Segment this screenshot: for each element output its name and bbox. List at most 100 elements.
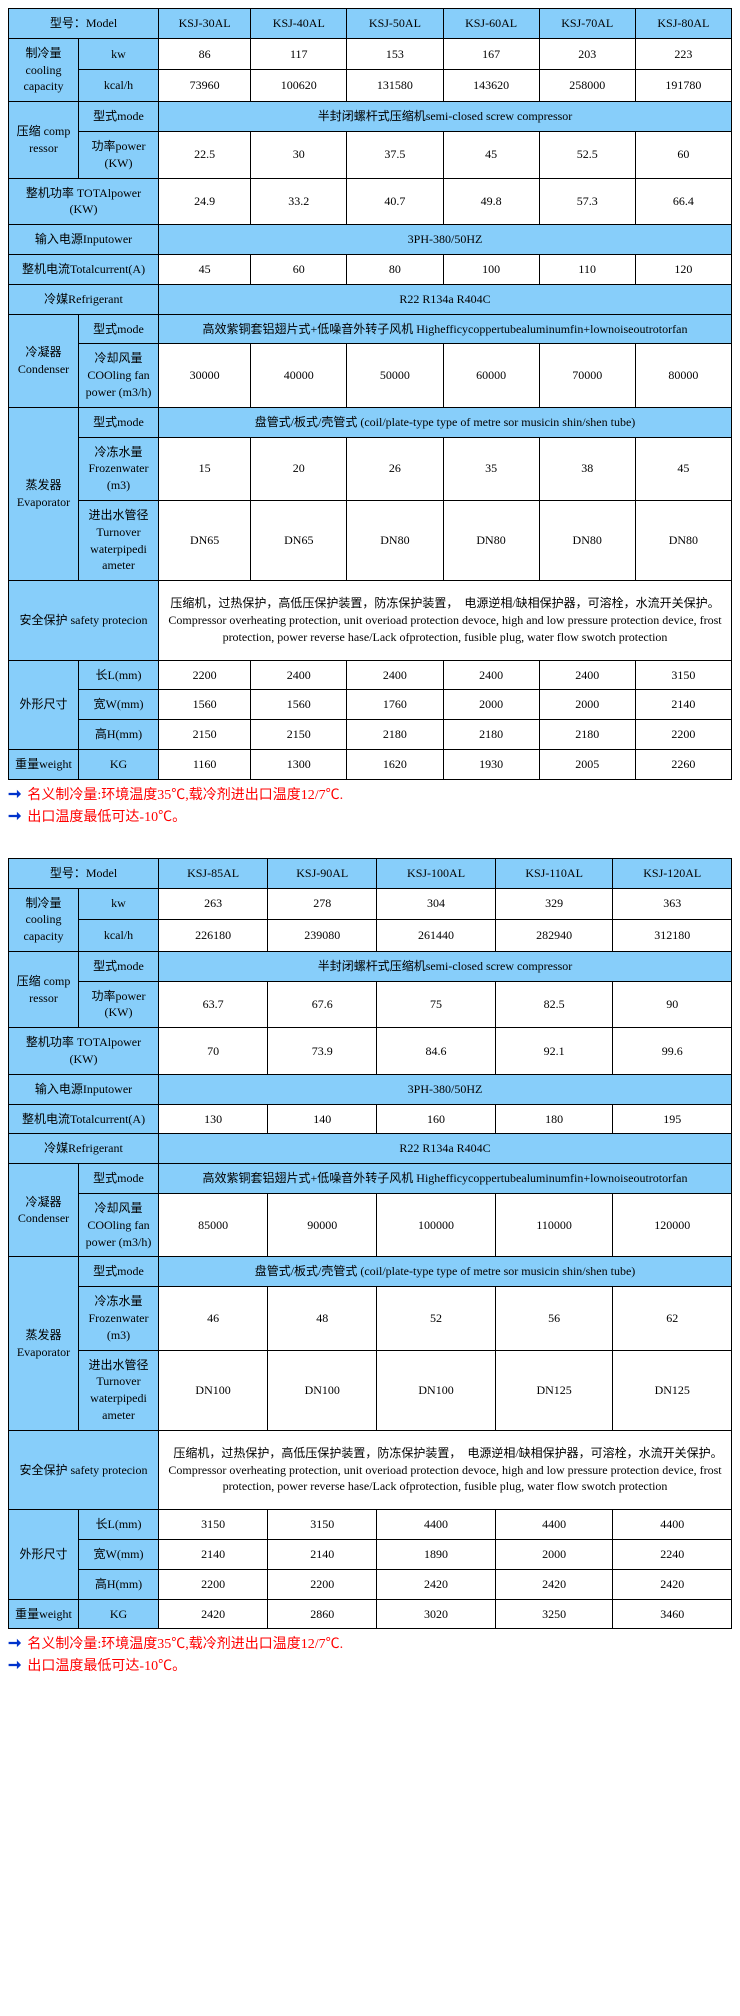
span-evap-mode: 盘管式/板式/壳管式 (coil/plate-type type of metr… xyxy=(159,1257,732,1287)
note-text: 名义制冷量:环境温度35℃,载冷剂进出口温度12/7℃. xyxy=(27,784,343,804)
cell: 258000 xyxy=(539,70,635,102)
span-compressor-mode: 半封闭螺杆式压缩机semi-closed screw compressor xyxy=(159,951,732,981)
label-kg: KG xyxy=(79,1599,159,1629)
cell: 33.2 xyxy=(251,178,347,225)
arrow-icon: ➞ xyxy=(8,1655,21,1675)
cell: 203 xyxy=(539,38,635,70)
cell: 86 xyxy=(159,38,251,70)
cell: 120 xyxy=(635,254,731,284)
cell: 48 xyxy=(268,1287,377,1350)
cell: 66.4 xyxy=(635,178,731,225)
note-1: ➞ 名义制冷量:环境温度35℃,载冷剂进出口温度12/7℃. xyxy=(8,1633,732,1653)
label-kcal: kcal/h xyxy=(79,920,159,952)
label-model: 型号：Model xyxy=(9,858,159,888)
cell: 60000 xyxy=(443,344,539,407)
cell: DN100 xyxy=(268,1350,377,1430)
span-condenser-mode: 高效紫铜套铝翅片式+低噪音外转子风机 Highefficycoppertubea… xyxy=(159,1164,732,1194)
cell: 2150 xyxy=(251,720,347,750)
label-kw: kw xyxy=(79,38,159,70)
cell: 2200 xyxy=(635,720,731,750)
cell: 1560 xyxy=(251,690,347,720)
cell: 2420 xyxy=(613,1569,732,1599)
cell: 2140 xyxy=(159,1540,268,1570)
cell: 37.5 xyxy=(347,131,443,178)
cell: 2400 xyxy=(251,660,347,690)
cell: 2000 xyxy=(539,690,635,720)
cell: 1160 xyxy=(159,749,251,779)
model-col: KSJ-70AL xyxy=(539,9,635,39)
cell: 57.3 xyxy=(539,178,635,225)
cell: 195 xyxy=(613,1104,732,1134)
label-cooling: 制冷量 cooling capacity xyxy=(9,38,79,101)
cell: 30000 xyxy=(159,344,251,407)
cell: 261440 xyxy=(377,920,495,952)
cell: 90 xyxy=(613,981,732,1028)
note-text: 名义制冷量:环境温度35℃,载冷剂进出口温度12/7℃. xyxy=(27,1633,343,1653)
label-safety: 安全保护 safety protecion xyxy=(9,1430,159,1509)
cell: 278 xyxy=(268,888,377,920)
cell: 2180 xyxy=(347,720,443,750)
model-col: KSJ-120AL xyxy=(613,858,732,888)
note-2: ➞ 出口温度最低可达-10℃。 xyxy=(8,1655,732,1675)
cell: 15 xyxy=(159,437,251,500)
cell: 100000 xyxy=(377,1194,495,1257)
cell: 24.9 xyxy=(159,178,251,225)
span-refrigerant: R22 R134a R404C xyxy=(159,284,732,314)
cell: 73960 xyxy=(159,70,251,102)
cell: 2420 xyxy=(159,1599,268,1629)
cell: 100620 xyxy=(251,70,347,102)
label-input-power: 输入电源Inputower xyxy=(9,225,159,255)
label-dims: 外形尺寸 xyxy=(9,660,79,749)
cell: 180 xyxy=(495,1104,613,1134)
cell: 2005 xyxy=(539,749,635,779)
label-mode: 型式mode xyxy=(79,314,159,344)
cell: 2860 xyxy=(268,1599,377,1629)
cell: 239080 xyxy=(268,920,377,952)
cell: 2200 xyxy=(159,660,251,690)
cell: 160 xyxy=(377,1104,495,1134)
label-total-power: 整机功率 TOTAlpower (KW) xyxy=(9,178,159,225)
label-power: 功率power (KW) xyxy=(79,131,159,178)
model-col: KSJ-60AL xyxy=(443,9,539,39)
cell: 1890 xyxy=(377,1540,495,1570)
span-refrigerant: R22 R134a R404C xyxy=(159,1134,732,1164)
cell: 4400 xyxy=(495,1510,613,1540)
label-length: 长L(mm) xyxy=(79,1510,159,1540)
label-height: 高H(mm) xyxy=(79,720,159,750)
cell: 2140 xyxy=(268,1540,377,1570)
cell: DN125 xyxy=(495,1350,613,1430)
cell: 60 xyxy=(251,254,347,284)
cell: 2400 xyxy=(347,660,443,690)
cell: 70 xyxy=(159,1028,268,1075)
model-col: KSJ-110AL xyxy=(495,858,613,888)
cell: DN80 xyxy=(443,500,539,580)
note-text: 出口温度最低可达-10℃。 xyxy=(27,806,186,826)
label-frozen-water: 冷冻水量 Frozenwater (m3) xyxy=(79,1287,159,1350)
label-width: 宽W(mm) xyxy=(79,690,159,720)
label-mode: 型式mode xyxy=(79,1164,159,1194)
label-mode: 型式mode xyxy=(79,1257,159,1287)
model-col: KSJ-80AL xyxy=(635,9,731,39)
cell: 52.5 xyxy=(539,131,635,178)
cell: 70000 xyxy=(539,344,635,407)
cell: 2400 xyxy=(443,660,539,690)
span-safety: 压缩机，过热保护，高低压保护装置，防冻保护装置， 电源逆相/缺相保护器，可溶栓，… xyxy=(159,581,732,660)
cell: 223 xyxy=(635,38,731,70)
cell: 56 xyxy=(495,1287,613,1350)
cell: 1620 xyxy=(347,749,443,779)
cell: 26 xyxy=(347,437,443,500)
span-input-power: 3PH-380/50HZ xyxy=(159,1074,732,1104)
cell: 38 xyxy=(539,437,635,500)
cell: 62 xyxy=(613,1287,732,1350)
cell: 4400 xyxy=(377,1510,495,1540)
arrow-icon: ➞ xyxy=(8,784,21,804)
cell: 130 xyxy=(159,1104,268,1134)
label-dims: 外形尺寸 xyxy=(9,1510,79,1599)
cell: 3020 xyxy=(377,1599,495,1629)
cell: 1930 xyxy=(443,749,539,779)
note-text: 出口温度最低可达-10℃。 xyxy=(27,1655,186,1675)
cell: 90000 xyxy=(268,1194,377,1257)
cell: 167 xyxy=(443,38,539,70)
cell: 2260 xyxy=(635,749,731,779)
cell: DN125 xyxy=(613,1350,732,1430)
